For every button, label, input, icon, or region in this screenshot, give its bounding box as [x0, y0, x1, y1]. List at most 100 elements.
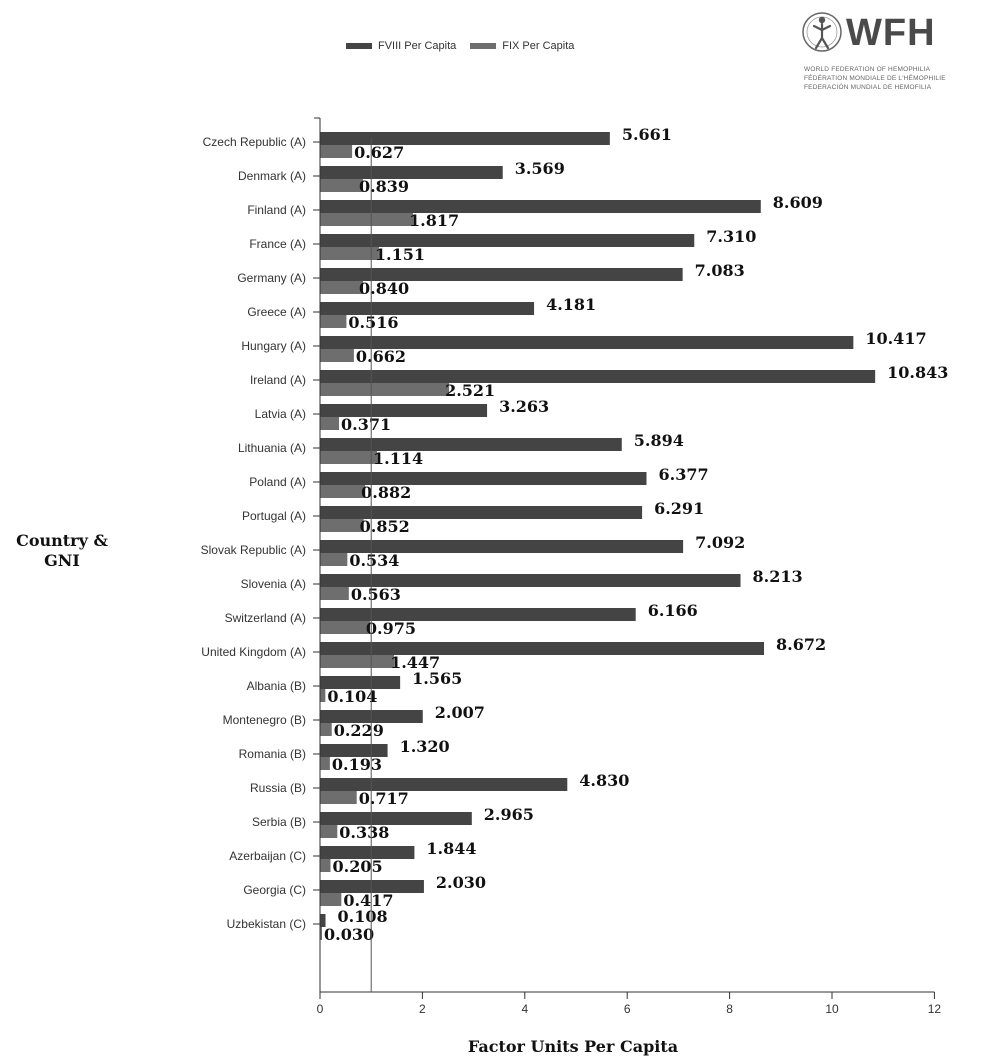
bars-group — [320, 132, 876, 940]
bar-fix — [320, 247, 379, 260]
category-label: Georgia (C) — [243, 883, 306, 897]
bar-fviii — [320, 404, 488, 417]
value-label-fix: 2.521 — [445, 381, 495, 400]
bar-fviii — [320, 302, 535, 315]
bar-fix — [320, 655, 395, 668]
value-label-fix: 0.516 — [348, 313, 398, 332]
value-label-fix: 0.882 — [361, 483, 411, 502]
value-label-fviii: 1.565 — [412, 669, 462, 688]
value-label-fix: 1.114 — [373, 449, 423, 468]
bar-fviii — [320, 812, 472, 825]
bar-fviii — [320, 200, 761, 213]
value-label-fix: 1.447 — [390, 653, 440, 672]
bar-fviii — [320, 846, 415, 859]
category-label: Greece (A) — [247, 305, 306, 319]
x-tick-label: 6 — [624, 1002, 631, 1016]
bar-fviii — [320, 472, 647, 485]
value-label-fix: 1.817 — [409, 211, 459, 230]
value-label-fviii: 2.007 — [435, 703, 485, 722]
value-label-fix: 0.563 — [351, 585, 401, 604]
value-label-fix: 0.338 — [339, 823, 389, 842]
x-tick-label: 8 — [726, 1002, 733, 1016]
value-label-fviii: 8.609 — [773, 193, 823, 212]
legend-swatch-fviii — [346, 43, 372, 49]
bar-fix — [320, 689, 326, 702]
category-label: Uzbekistan (C) — [227, 917, 306, 931]
value-label-fix: 0.852 — [360, 517, 410, 536]
value-label-fix: 0.534 — [349, 551, 399, 570]
value-label-fviii: 6.291 — [654, 499, 704, 518]
value-label-fviii: 3.263 — [499, 397, 549, 416]
value-label-fviii: 6.166 — [648, 601, 698, 620]
value-label-fviii: 6.377 — [659, 465, 709, 484]
bar-fix — [320, 179, 363, 192]
bar-fix — [320, 315, 347, 328]
bar-fix — [320, 859, 331, 872]
bar-fix — [320, 757, 330, 770]
category-label: Montenegro (B) — [223, 713, 306, 727]
category-label: Ireland (A) — [250, 373, 306, 387]
category-label: Lithuania (A) — [238, 441, 306, 455]
value-label-fviii: 8.672 — [776, 635, 826, 654]
value-label-fviii: 1.844 — [426, 839, 476, 858]
bar-fviii — [320, 574, 741, 587]
legend-label-fix: FIX Per Capita — [502, 40, 575, 52]
bar-fviii — [320, 336, 854, 349]
value-labels-group: 5.661 0.627 3.569 0.839 8.609 1.817 7.310 1.151… — [324, 125, 948, 944]
category-label: Azerbaijan (C) — [229, 849, 306, 863]
bar-fviii — [320, 438, 622, 451]
value-label-fviii: 3.569 — [515, 159, 565, 178]
value-label-fix: 0.193 — [332, 755, 382, 774]
value-label-fix: 0.371 — [341, 415, 391, 434]
bar-fix — [320, 213, 414, 226]
bar-fix — [320, 927, 322, 940]
value-label-fix: 0.229 — [334, 721, 384, 740]
bar-fix — [320, 281, 364, 294]
x-tick-label: 10 — [825, 1002, 839, 1016]
logo-line-3: FEDERACIÓN MUNDIAL DE HEMOFILIA — [804, 84, 932, 91]
legend-entry-fviii: FVIII Per Capita — [346, 40, 456, 52]
bar-fix — [320, 621, 370, 634]
category-label: Hungary (A) — [241, 339, 306, 353]
bar-fix — [320, 893, 342, 906]
category-label: Germany (A) — [237, 271, 306, 285]
bar-fix — [320, 417, 339, 430]
wfh-logo-icon — [802, 12, 842, 52]
legend-swatch-fix — [470, 43, 497, 49]
bar-fviii — [320, 880, 424, 893]
value-label-fviii: 0.108 — [338, 907, 388, 926]
category-label: Slovenia (A) — [241, 577, 306, 591]
bar-fix — [320, 519, 364, 532]
category-label: Serbia (B) — [252, 815, 306, 829]
bar-fviii — [320, 234, 695, 247]
value-label-fviii: 4.830 — [579, 771, 629, 790]
legend-entry-fix: FIX Per Capita — [470, 40, 574, 52]
value-label-fix: 0.662 — [356, 347, 406, 366]
value-label-fix: 0.205 — [332, 857, 382, 876]
value-label-fviii: 7.083 — [695, 261, 745, 280]
value-label-fix: 0.717 — [359, 789, 409, 808]
category-label: Russia (B) — [250, 781, 306, 795]
value-label-fviii: 2.965 — [484, 805, 534, 824]
legend: FVIII Per Capita FIX Per Capita — [346, 40, 574, 52]
bar-fviii — [320, 744, 388, 757]
value-label-fix: 1.151 — [375, 245, 425, 264]
bar-fviii — [320, 268, 683, 281]
category-label: Portugal (A) — [242, 509, 306, 523]
category-label: Switzerland (A) — [225, 611, 306, 625]
category-label: Latvia (A) — [255, 407, 306, 421]
value-label-fviii: 4.181 — [546, 295, 596, 314]
bar-fix — [320, 451, 378, 464]
bar-fix — [320, 485, 366, 498]
value-label-fix: 0.030 — [324, 925, 374, 944]
bar-fix — [320, 791, 357, 804]
value-label-fviii: 8.213 — [753, 567, 803, 586]
bar-fviii — [320, 506, 643, 519]
x-tick-label: 0 — [317, 1002, 324, 1016]
bar-fix — [320, 383, 450, 396]
category-label: United Kingdom (A) — [201, 645, 306, 659]
value-label-fix: 0.839 — [359, 177, 409, 196]
value-label-fviii: 5.661 — [622, 125, 672, 144]
category-label: Romania (B) — [239, 747, 306, 761]
